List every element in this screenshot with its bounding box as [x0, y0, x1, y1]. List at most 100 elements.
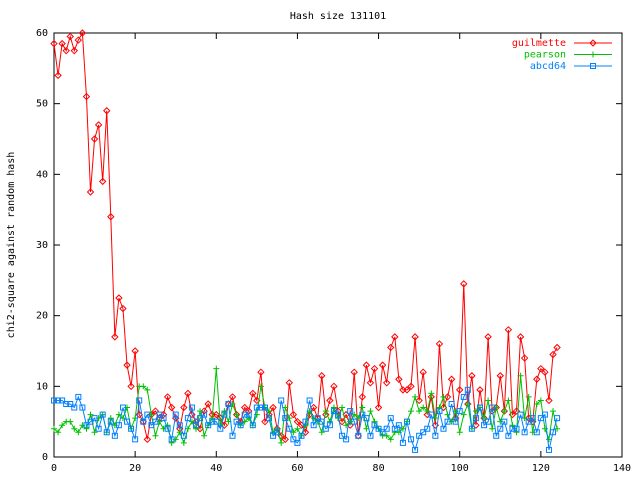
marker [66, 32, 74, 41]
marker [58, 39, 66, 48]
marker [87, 411, 94, 418]
legend-label: abcd64 [530, 61, 566, 72]
marker [521, 415, 528, 422]
marker [55, 397, 62, 404]
marker [545, 446, 552, 453]
y-tick-label: 0 [42, 452, 48, 463]
marker [197, 408, 204, 415]
marker [549, 350, 557, 359]
marker [270, 432, 277, 439]
marker [152, 432, 159, 439]
marker [245, 411, 252, 418]
marker [249, 389, 257, 398]
marker [168, 436, 175, 443]
marker [318, 418, 325, 425]
marker [294, 439, 301, 446]
marker [452, 418, 459, 425]
marker [529, 415, 536, 422]
marker [343, 436, 350, 443]
marker [387, 343, 395, 352]
marker [456, 386, 464, 394]
marker [330, 404, 337, 411]
marker [419, 368, 427, 376]
marker [428, 411, 435, 418]
marker [407, 382, 415, 391]
marker [541, 368, 549, 376]
marker [107, 415, 114, 422]
marker [509, 425, 516, 432]
marker [74, 36, 83, 44]
marker [205, 422, 212, 429]
marker [78, 29, 87, 37]
marker [269, 403, 277, 412]
marker [513, 429, 520, 436]
marker [350, 368, 358, 376]
marker [513, 425, 520, 432]
marker [472, 408, 479, 415]
marker [233, 411, 240, 418]
marker [370, 364, 379, 373]
marker [468, 372, 476, 380]
marker [156, 411, 163, 418]
marker [501, 418, 508, 425]
marker [443, 393, 452, 401]
x-tick-label: 0 [51, 463, 57, 474]
marker [167, 403, 176, 412]
marker [59, 422, 66, 429]
marker [517, 411, 524, 418]
marker [98, 177, 107, 186]
marker [416, 432, 423, 439]
marker [550, 408, 557, 415]
marker [257, 368, 265, 376]
marker [481, 422, 488, 429]
marker [168, 439, 175, 446]
marker [509, 422, 516, 429]
marker [387, 415, 394, 422]
marker [440, 393, 447, 400]
marker [86, 188, 95, 196]
marker [107, 213, 115, 221]
marker [261, 404, 268, 411]
marker [119, 404, 126, 411]
marker [476, 386, 484, 394]
marker [326, 422, 333, 429]
x-tick-label: 120 [532, 463, 550, 474]
marker [504, 326, 513, 334]
x-tick-label: 60 [291, 463, 303, 474]
marker [456, 408, 463, 415]
marker [339, 432, 346, 439]
marker [326, 396, 334, 405]
marker [140, 383, 147, 390]
marker [209, 418, 216, 425]
marker [213, 365, 220, 372]
marker [245, 415, 252, 422]
x-tick-label: 20 [129, 463, 141, 474]
marker [489, 404, 496, 411]
marker [375, 425, 382, 432]
legend-marker [590, 51, 596, 58]
marker [83, 425, 90, 432]
marker [318, 429, 325, 436]
legend-label: guilmette [512, 38, 566, 49]
y-tick-label: 40 [36, 169, 48, 180]
x-tick-label: 80 [373, 463, 385, 474]
marker [180, 432, 187, 439]
marker [383, 425, 390, 432]
marker [115, 422, 122, 429]
marker [411, 333, 419, 341]
marker [416, 408, 423, 415]
legend-marker [589, 39, 597, 47]
marker [103, 429, 110, 436]
marker [424, 408, 431, 415]
marker [151, 407, 160, 415]
marker [286, 425, 293, 432]
marker [289, 410, 298, 419]
marker [83, 422, 90, 429]
marker [363, 415, 370, 422]
y-tick-label: 20 [36, 311, 48, 322]
marker [144, 411, 151, 418]
marker [339, 404, 346, 411]
marker [233, 418, 240, 425]
marker [448, 401, 455, 407]
x-tick-label: 140 [613, 463, 631, 474]
